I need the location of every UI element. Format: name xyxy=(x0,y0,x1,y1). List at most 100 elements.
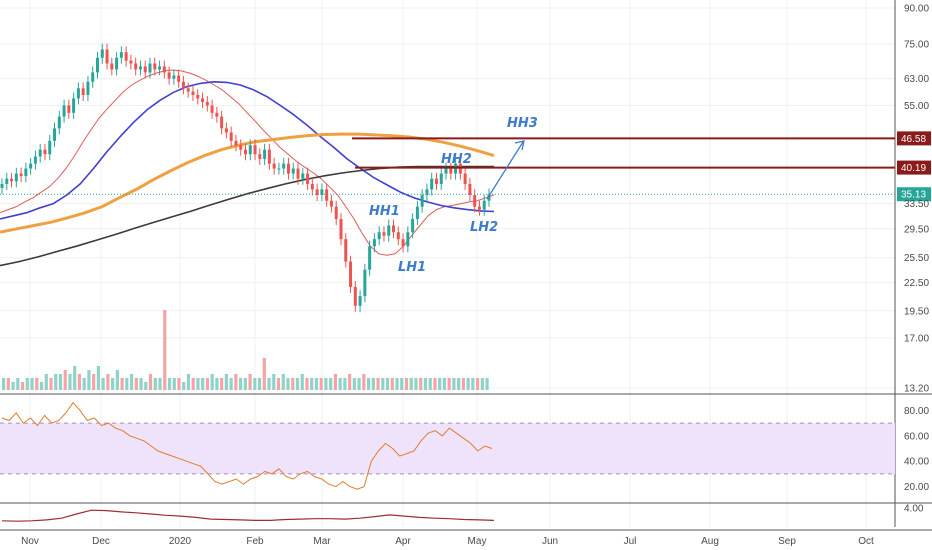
candle-body xyxy=(172,75,176,79)
time-tick-label: May xyxy=(468,536,487,547)
volume-bar xyxy=(73,366,77,390)
candle-body xyxy=(10,178,14,182)
candle-body xyxy=(387,225,391,236)
annotation-lh2: LH2 xyxy=(470,220,498,235)
volume-bar xyxy=(163,310,167,390)
price-tick-label: 29.50 xyxy=(904,224,929,235)
rsi-panel xyxy=(0,401,895,490)
rsi-line xyxy=(1,401,493,490)
candle-body xyxy=(33,156,37,164)
volume-bar xyxy=(186,374,191,390)
volume-bar xyxy=(248,374,252,390)
volume-bar xyxy=(395,378,399,390)
candle-body xyxy=(477,206,481,210)
candle-body xyxy=(134,63,138,70)
price-tick-label: 63.00 xyxy=(904,74,929,85)
volume-bar xyxy=(414,378,418,390)
volume-bar xyxy=(400,378,404,390)
volume-bar xyxy=(58,374,63,390)
candle-body xyxy=(115,57,119,70)
price-tick-label: 75.00 xyxy=(904,40,929,51)
candle-body xyxy=(19,173,23,177)
candle-body xyxy=(215,112,219,117)
volume-bar xyxy=(357,378,361,390)
candle-body xyxy=(234,140,238,146)
price-tick-label: 13.20 xyxy=(904,384,929,395)
candle-body xyxy=(258,154,262,159)
volume-bar xyxy=(442,378,447,390)
volume-bar xyxy=(11,382,15,390)
price-tick-label: 33.50 xyxy=(904,199,929,210)
candle-body xyxy=(329,200,333,207)
time-tick-label: Sep xyxy=(778,536,796,547)
candle-body xyxy=(53,128,57,141)
volume-bar xyxy=(224,374,228,390)
volume-bar xyxy=(39,382,44,390)
volume-bar xyxy=(139,378,143,390)
candle-body xyxy=(191,91,195,95)
candle-body xyxy=(62,105,66,117)
volume-bar xyxy=(44,374,48,390)
volume-bar xyxy=(220,378,224,390)
candle-body xyxy=(392,225,396,233)
annotation-hh2: HH2 xyxy=(441,152,472,167)
volume-bar xyxy=(129,374,134,390)
time-tick-label: Dec xyxy=(92,536,110,547)
candle-body xyxy=(138,66,142,70)
volume-bar xyxy=(471,378,475,390)
time-tick-label: Jul xyxy=(624,536,637,547)
candle-body xyxy=(229,132,233,141)
candle-body xyxy=(153,63,157,70)
candle-body xyxy=(306,173,310,184)
price-level-label: 46.58 xyxy=(901,134,926,145)
volume-bar xyxy=(348,374,352,390)
candle-body xyxy=(358,296,362,306)
candle-body xyxy=(129,60,133,64)
volume-bar xyxy=(234,374,238,390)
volume-bar xyxy=(433,378,437,390)
time-tick-label: Feb xyxy=(246,536,264,547)
candle-body xyxy=(363,269,367,297)
candle-body xyxy=(76,88,80,99)
candle-body xyxy=(315,189,319,195)
candle-body xyxy=(473,194,477,207)
candle-body xyxy=(5,178,9,184)
volume-bar xyxy=(158,378,162,390)
indicator-tick-label: 4.00 xyxy=(904,504,924,515)
time-tick-label: Jun xyxy=(542,536,558,547)
volume-bar xyxy=(447,378,451,390)
candle-body xyxy=(100,49,104,58)
volume-bar xyxy=(148,374,153,390)
volume-bar xyxy=(305,378,309,390)
volume-bar xyxy=(87,370,91,390)
candle-body xyxy=(368,246,372,270)
volume-bar xyxy=(125,378,129,390)
candle-body xyxy=(253,145,257,155)
volume-bar xyxy=(20,382,25,390)
volume-bar xyxy=(253,378,257,390)
price-level-label: 40.19 xyxy=(901,163,926,174)
volume-bar xyxy=(177,378,181,390)
volume-bar xyxy=(385,378,390,390)
price-level-tag xyxy=(897,131,931,146)
candle-body xyxy=(272,163,276,169)
volume-bar xyxy=(262,358,266,390)
candle-body xyxy=(463,173,467,184)
price-axis[interactable]: 90.00 75.00 63.00 55.00 33.50 29.50 25.50 22.50… xyxy=(904,4,929,515)
volume-bar xyxy=(457,378,461,390)
candle-body xyxy=(248,145,252,155)
time-tick-label: 2020 xyxy=(169,536,192,547)
volume-bar xyxy=(49,378,53,390)
candle-body xyxy=(396,232,400,240)
candle-body xyxy=(430,178,434,190)
candle-body xyxy=(162,66,166,73)
volume-bar xyxy=(438,378,442,390)
volume-bar xyxy=(300,374,304,390)
candle-body xyxy=(420,194,424,207)
time-axis[interactable]: Nov Dec 2020 Feb Mar Apr May Jun Jul Aug Sep Oct xyxy=(21,536,874,547)
candle-body xyxy=(296,168,300,179)
volume-bar xyxy=(205,378,210,390)
candle-body xyxy=(291,168,295,174)
volume-bar xyxy=(404,378,409,390)
volume-bar xyxy=(272,374,276,390)
